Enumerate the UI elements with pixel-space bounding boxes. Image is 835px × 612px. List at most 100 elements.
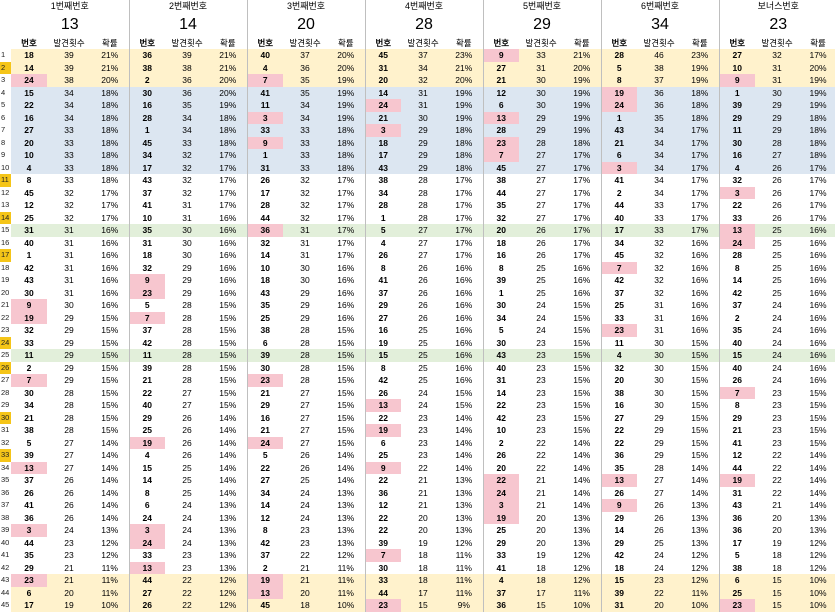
rate-cell[interactable]: 14% [573,487,591,498]
number-cell[interactable]: 15 [718,349,756,362]
number-cell[interactable]: 32 [24,325,34,336]
number-cell[interactable]: 43 [128,174,166,187]
rate-cell[interactable]: 14% [219,487,237,498]
rate-cell[interactable]: 17% [219,200,237,211]
count-cell[interactable]: 29 [755,124,800,137]
count-cell[interactable]: 25 [182,475,192,486]
rate-cell[interactable]: 17% [809,212,827,223]
number-cell[interactable]: 33 [600,311,638,324]
count-cell[interactable]: 24 [300,487,310,498]
rate-cell[interactable]: 17% [337,175,355,186]
count-cell[interactable]: 36 [637,86,682,99]
count-cell[interactable]: 36 [637,99,682,112]
count-cell[interactable]: 26 [654,525,664,536]
count-cell[interactable]: 25 [772,237,782,248]
rate-cell[interactable]: 14% [573,475,591,486]
rate-cell[interactable]: 17% [337,237,355,248]
number-cell[interactable]: 30 [718,136,756,149]
rate-cell[interactable]: 17% [691,175,709,186]
number-cell[interactable]: 24 [128,511,166,524]
count-cell[interactable]: 38 [637,61,682,74]
rate-cell[interactable]: 21% [91,49,130,62]
number-cell[interactable]: 22 [11,99,47,112]
rate-cell[interactable]: 18% [91,124,130,137]
count-cell[interactable]: 28 [64,425,74,436]
count-cell[interactable]: 34 [283,111,328,124]
number-cell[interactable]: 22 [246,461,284,474]
count-cell[interactable]: 30 [519,99,564,112]
rate-cell[interactable]: 15% [809,387,827,398]
count-cell[interactable]: 34 [401,61,446,74]
count-cell[interactable]: 23 [772,425,782,436]
count-cell[interactable]: 26 [64,487,74,498]
count-cell[interactable]: 29 [755,111,800,124]
count-cell[interactable]: 28 [300,337,310,348]
rate-cell[interactable]: 15% [101,412,119,423]
rate-cell[interactable]: 15% [101,325,119,336]
number-cell[interactable]: 33 [24,337,34,348]
number-cell[interactable]: 3 [718,186,756,199]
number-cell[interactable]: 7 [364,549,402,562]
count-cell[interactable]: 24 [772,312,782,323]
count-cell[interactable]: 28 [519,136,564,149]
number-cell[interactable]: 16 [482,249,520,262]
number-cell[interactable]: 12 [24,200,34,211]
count-cell[interactable]: 34 [47,86,91,99]
number-cell[interactable]: 26 [24,487,34,498]
number-cell[interactable]: 7 [246,74,284,87]
number-cell[interactable]: 27 [718,49,756,62]
number-cell[interactable]: 28 [600,49,638,62]
number-cell[interactable]: 26 [246,174,284,187]
count-cell[interactable]: 29 [401,161,446,174]
rate-cell[interactable]: 18% [209,136,248,149]
count-cell[interactable]: 30 [64,300,74,311]
number-cell[interactable]: 34 [246,486,284,499]
count-cell[interactable]: 20 [536,512,546,523]
number-cell[interactable]: 26 [600,486,638,499]
number-cell[interactable]: 39 [128,361,166,374]
count-cell[interactable]: 23 [536,400,546,411]
count-cell[interactable]: 46 [637,49,682,62]
rate-cell[interactable]: 16% [101,237,119,248]
number-cell[interactable]: 23 [364,599,402,612]
number-cell[interactable]: 32 [600,361,638,374]
number-cell[interactable]: 18 [246,274,284,287]
count-cell[interactable]: 26 [772,175,782,186]
rate-cell[interactable]: 23% [445,49,484,62]
number-cell[interactable]: 37 [718,299,756,312]
count-cell[interactable]: 23 [418,425,428,436]
number-cell[interactable]: 43 [718,499,756,512]
number-cell[interactable]: 22 [364,524,402,537]
rate-cell[interactable]: 16% [337,262,355,273]
count-cell[interactable]: 27 [300,425,310,436]
count-cell[interactable]: 34 [654,187,664,198]
group-top-number[interactable]: 13 [60,15,79,33]
row-number[interactable]: 14 [0,211,11,224]
number-cell[interactable]: 45 [482,161,520,174]
rate-cell[interactable]: 12% [809,562,827,573]
number-cell[interactable]: 5 [246,449,284,462]
count-cell[interactable]: 25 [418,375,428,386]
row-header[interactable] [0,0,11,12]
number-cell[interactable]: 3 [482,499,520,512]
count-cell[interactable]: 26 [654,500,664,511]
rate-cell[interactable]: 15% [573,425,591,436]
number-cell[interactable]: 37 [128,186,166,199]
number-cell[interactable]: 33 [246,124,284,137]
number-cell[interactable]: 35 [128,224,166,237]
row-number[interactable]: 39 [0,524,11,537]
number-cell[interactable]: 13 [11,461,47,474]
rate-cell[interactable]: 18% [209,111,248,124]
number-cell[interactable]: 28 [128,111,166,124]
row-number[interactable]: 26 [0,361,11,374]
number-cell[interactable]: 8 [128,486,166,499]
rate-cell[interactable]: 17% [681,161,720,174]
rate-cell[interactable]: 15% [573,312,591,323]
number-cell[interactable]: 24 [600,99,638,112]
count-cell[interactable]: 23 [64,537,74,548]
number-cell[interactable]: 12 [246,511,284,524]
column-header[interactable]: 발견횟수 [53,38,85,48]
rate-cell[interactable]: 14% [337,475,355,486]
count-cell[interactable]: 23 [418,437,428,448]
rate-cell[interactable]: 17% [691,200,709,211]
